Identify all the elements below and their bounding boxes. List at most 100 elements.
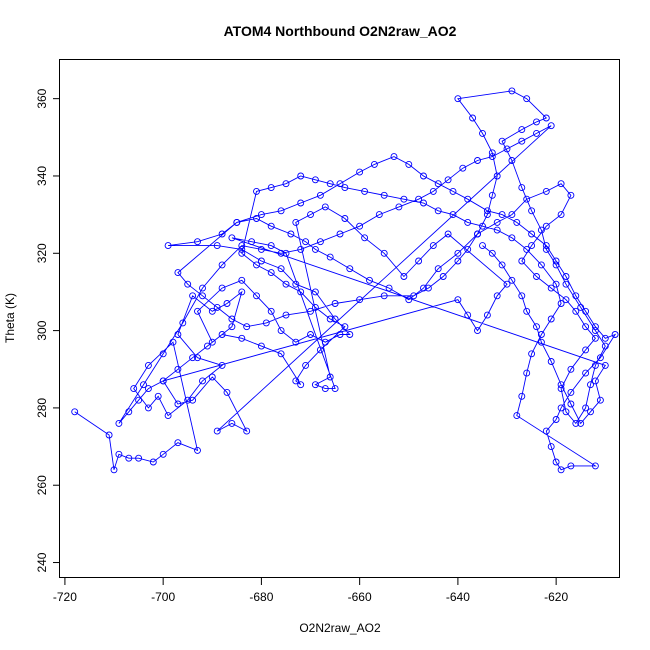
data-point <box>267 307 275 315</box>
data-point <box>174 439 182 447</box>
data-point <box>144 404 152 412</box>
data-point <box>194 446 201 454</box>
data-point <box>218 361 226 369</box>
data-point <box>174 400 182 408</box>
data-point <box>572 292 580 300</box>
data-point <box>596 354 604 362</box>
data-point <box>601 342 609 350</box>
data-point <box>341 215 349 222</box>
data-point <box>395 203 403 211</box>
data-point <box>523 95 531 103</box>
data-point <box>429 187 437 195</box>
data-point <box>493 172 501 180</box>
data-point <box>518 257 526 265</box>
data-point <box>552 416 560 423</box>
data-point <box>385 284 393 292</box>
data-point <box>238 288 246 296</box>
data-point <box>238 276 246 284</box>
data-point <box>316 346 324 354</box>
data-point <box>110 466 118 474</box>
data-point <box>577 303 585 311</box>
data-point <box>189 354 197 362</box>
data-point <box>326 315 334 323</box>
data-point <box>577 419 585 427</box>
data-point <box>591 361 599 369</box>
data-point <box>523 307 531 315</box>
data-point <box>218 331 226 338</box>
data-point <box>297 199 305 207</box>
data-point <box>454 257 462 265</box>
plot-area <box>71 87 619 474</box>
data-point <box>454 249 462 257</box>
data-point <box>316 238 324 246</box>
data-point <box>292 377 300 385</box>
data-point <box>135 396 143 404</box>
data-point <box>474 157 481 164</box>
data-point <box>253 187 260 195</box>
data-point <box>336 230 344 238</box>
data-point <box>567 191 575 199</box>
data-point <box>311 176 319 184</box>
data-point <box>542 222 550 230</box>
data-point <box>459 164 467 172</box>
data-point <box>213 242 221 250</box>
data-point <box>528 242 536 250</box>
data-point <box>390 153 398 161</box>
data-point <box>125 454 133 462</box>
data-point <box>341 184 349 192</box>
y-axis: 240 260 280 300 320 340 360 <box>35 88 60 573</box>
data-point <box>243 323 251 331</box>
data-point <box>400 195 408 203</box>
data-point <box>223 300 231 307</box>
y-tick-label: 340 <box>35 166 49 186</box>
data-point <box>508 276 516 284</box>
data-point <box>591 462 599 470</box>
data-point <box>356 296 364 304</box>
data-point <box>420 199 427 207</box>
data-point <box>479 129 486 137</box>
data-point <box>483 311 491 319</box>
y-tick-label: 320 <box>35 243 49 263</box>
data-point <box>292 218 300 226</box>
data-point <box>547 358 555 365</box>
data-point <box>297 172 305 180</box>
data-point <box>321 203 329 211</box>
data-point <box>238 249 246 257</box>
data-point <box>238 242 246 250</box>
data-point <box>420 172 427 180</box>
data-point <box>311 288 319 296</box>
data-point <box>380 191 388 199</box>
data-point <box>537 331 545 338</box>
data-point <box>513 218 521 226</box>
data-point <box>567 388 575 396</box>
data-point <box>562 408 570 416</box>
x-tick-label: -680 <box>249 590 273 604</box>
data-point <box>149 458 157 466</box>
data-point <box>135 454 143 462</box>
data-point <box>542 245 550 253</box>
data-point <box>464 195 472 203</box>
data-point <box>213 303 221 311</box>
data-point <box>282 180 290 188</box>
data-point <box>297 245 305 253</box>
data-point <box>331 385 339 393</box>
data-point <box>557 211 565 219</box>
data-point <box>582 369 590 377</box>
data-point <box>208 338 216 346</box>
data-point <box>415 195 423 203</box>
x-tick-label: -700 <box>151 590 175 604</box>
data-point <box>326 373 334 381</box>
data-point <box>199 284 206 292</box>
data-point <box>498 211 506 219</box>
y-tick-label: 240 <box>35 552 49 572</box>
data-point <box>71 408 79 416</box>
x-axis: -720 -700 -680 -660 -640 -620 <box>53 578 568 604</box>
data-point <box>297 288 305 296</box>
data-point <box>528 207 536 215</box>
data-point <box>508 234 516 242</box>
data-point <box>228 234 236 242</box>
data-point <box>533 118 540 126</box>
data-point <box>341 323 349 331</box>
data-point <box>547 284 555 292</box>
